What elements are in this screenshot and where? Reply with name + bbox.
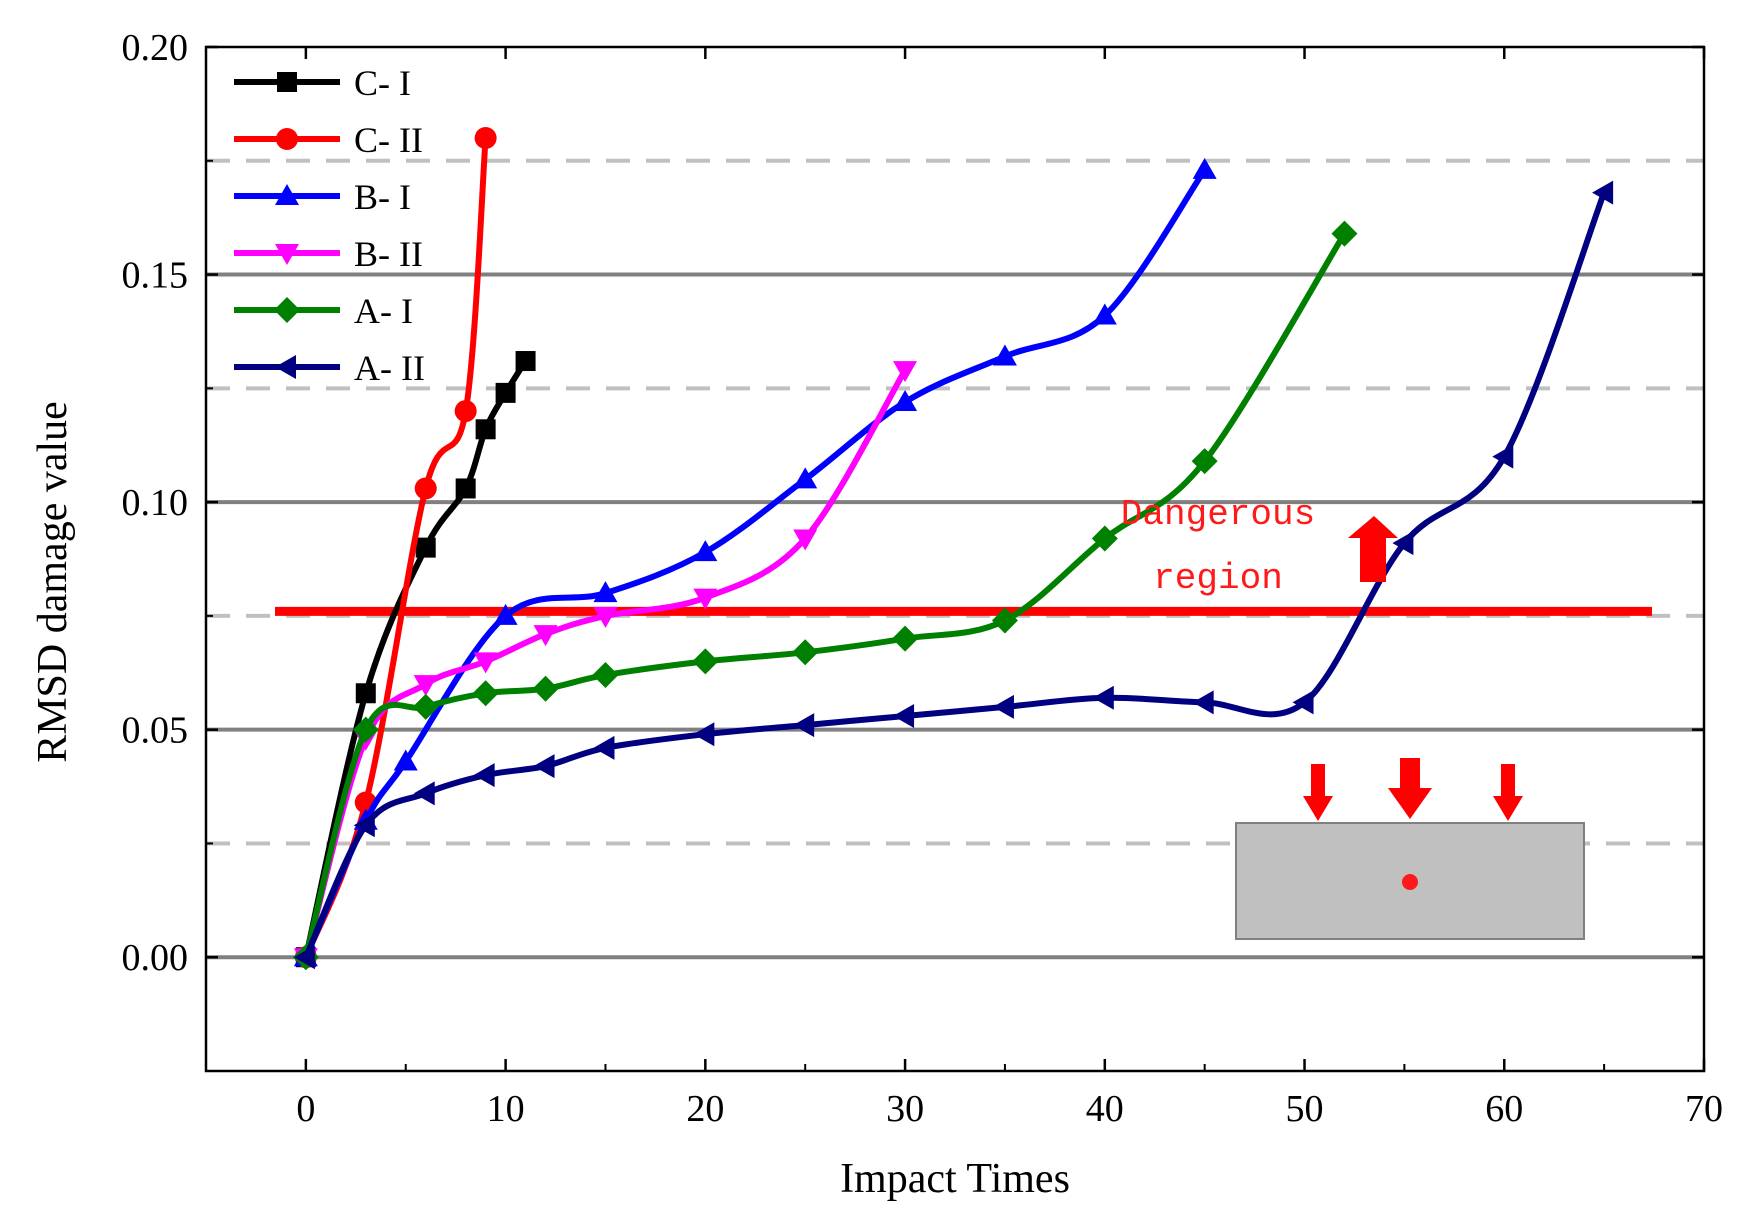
data-point bbox=[415, 537, 436, 558]
data-point bbox=[293, 945, 315, 970]
data-point bbox=[593, 735, 615, 760]
data-point bbox=[1331, 220, 1358, 247]
series-line bbox=[302, 166, 1208, 961]
series-layer bbox=[292, 127, 1614, 971]
x-tick-label: 30 bbox=[886, 1088, 924, 1130]
legend-label: B- I bbox=[354, 177, 411, 217]
danger-annotation: Dangerous region bbox=[1121, 494, 1398, 599]
legend-marker bbox=[275, 244, 299, 265]
data-point bbox=[992, 694, 1014, 719]
data-point bbox=[1192, 157, 1217, 179]
data-point bbox=[393, 749, 418, 771]
y-axis-title: RMSD damage value bbox=[30, 401, 76, 763]
data-point bbox=[475, 419, 496, 440]
data-point bbox=[793, 713, 815, 738]
data-point bbox=[893, 361, 918, 383]
data-point bbox=[991, 607, 1018, 634]
axis-ticks: 0 10 20 30 40 50 60 70 0.00 0.05 0.10 0.15 0.20 bbox=[122, 27, 1724, 1130]
data-point bbox=[793, 529, 818, 551]
data-point bbox=[693, 722, 715, 747]
data-point bbox=[413, 675, 438, 697]
data-point bbox=[1392, 531, 1414, 556]
legend-marker bbox=[276, 128, 298, 150]
load-arrow-center-icon bbox=[1388, 758, 1432, 819]
y-tick-label: 0.20 bbox=[122, 27, 189, 69]
data-point bbox=[533, 754, 555, 779]
legend-label: B- II bbox=[354, 234, 423, 274]
data-point bbox=[692, 648, 719, 675]
data-point bbox=[472, 680, 499, 707]
data-point bbox=[473, 763, 495, 788]
x-tick-label: 70 bbox=[1685, 1088, 1723, 1130]
data-point bbox=[352, 716, 379, 743]
legend-marker bbox=[277, 72, 297, 92]
y-tick-label: 0.05 bbox=[122, 710, 189, 752]
data-point bbox=[353, 813, 375, 838]
data-point bbox=[533, 625, 558, 647]
danger-label-line1: Dangerous bbox=[1121, 494, 1315, 535]
x-tick-label: 10 bbox=[487, 1088, 525, 1130]
series-line bbox=[302, 230, 1348, 961]
data-point bbox=[355, 683, 376, 704]
data-point bbox=[593, 581, 618, 603]
data-point bbox=[893, 704, 915, 729]
data-point bbox=[893, 389, 918, 411]
legend-label: C- I bbox=[354, 63, 411, 103]
data-point bbox=[793, 467, 818, 489]
data-point bbox=[532, 675, 559, 702]
data-point bbox=[593, 606, 618, 628]
y-tick-label: 0.15 bbox=[122, 255, 189, 297]
data-point bbox=[1191, 448, 1218, 475]
danger-up-arrow-icon bbox=[1348, 516, 1398, 582]
danger-label-line2: region bbox=[1153, 558, 1283, 599]
data-point bbox=[592, 662, 619, 689]
data-point bbox=[1092, 303, 1117, 325]
specimen-sensor-point bbox=[1402, 874, 1418, 890]
legend-label: C- II bbox=[354, 120, 423, 160]
data-point bbox=[495, 382, 516, 403]
legend: C- I C- II B- I B- II A- I A- II bbox=[234, 63, 425, 388]
x-tick-label: 20 bbox=[686, 1088, 724, 1130]
data-point bbox=[493, 603, 518, 625]
y-tick-label: 0.00 bbox=[122, 937, 189, 979]
data-point bbox=[792, 639, 819, 666]
legend-marker bbox=[274, 297, 300, 323]
plot-frame bbox=[204, 45, 1706, 1073]
data-point bbox=[1092, 685, 1114, 710]
data-point bbox=[693, 540, 718, 562]
data-point bbox=[413, 781, 435, 806]
y-tick-label: 0.10 bbox=[122, 482, 189, 524]
specimen-inset bbox=[1235, 758, 1585, 940]
data-point bbox=[1492, 444, 1514, 469]
x-tick-label: 50 bbox=[1286, 1088, 1324, 1130]
data-point bbox=[455, 478, 476, 499]
data-point bbox=[473, 652, 498, 674]
data-point bbox=[1292, 690, 1314, 715]
legend-marker bbox=[275, 184, 299, 205]
data-point bbox=[992, 344, 1017, 366]
x-axis-title: Impact Times bbox=[840, 1156, 1070, 1202]
data-point bbox=[892, 625, 919, 652]
x-tick-label: 60 bbox=[1485, 1088, 1523, 1130]
load-arrow-right-icon bbox=[1493, 764, 1523, 821]
data-point bbox=[454, 400, 477, 423]
data-point bbox=[414, 477, 437, 500]
data-point bbox=[515, 351, 536, 372]
x-tick-label: 40 bbox=[1086, 1088, 1124, 1130]
x-tick-label: 0 bbox=[296, 1088, 315, 1130]
data-point bbox=[1091, 525, 1118, 552]
data-point bbox=[693, 588, 718, 610]
legend-label: A- II bbox=[354, 348, 425, 388]
data-point bbox=[1192, 690, 1214, 715]
data-point bbox=[1592, 180, 1614, 205]
legend-label: A- I bbox=[354, 291, 413, 331]
data-point bbox=[474, 127, 497, 150]
data-point bbox=[412, 693, 439, 720]
load-arrow-left-icon bbox=[1303, 764, 1333, 821]
legend-marker bbox=[275, 355, 296, 379]
